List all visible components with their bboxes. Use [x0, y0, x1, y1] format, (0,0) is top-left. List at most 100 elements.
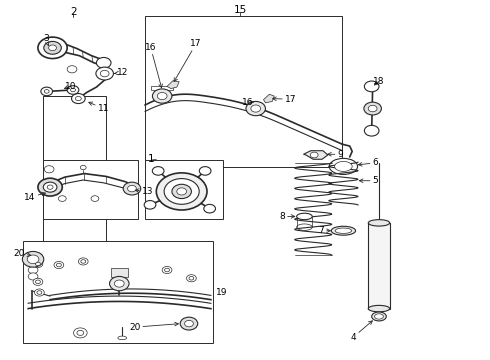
Circle shape — [27, 255, 39, 264]
Circle shape — [156, 173, 207, 210]
Text: 20: 20 — [13, 249, 31, 258]
Circle shape — [187, 275, 196, 282]
Polygon shape — [264, 94, 274, 103]
Circle shape — [172, 184, 192, 199]
Text: 6: 6 — [358, 158, 378, 167]
Circle shape — [364, 102, 381, 115]
Circle shape — [38, 37, 67, 59]
Text: 4: 4 — [350, 321, 372, 342]
Polygon shape — [167, 81, 179, 89]
Circle shape — [47, 185, 53, 189]
Circle shape — [71, 88, 75, 92]
Text: 16: 16 — [145, 42, 162, 88]
Ellipse shape — [118, 336, 126, 340]
Circle shape — [368, 105, 377, 112]
Circle shape — [54, 261, 64, 269]
Ellipse shape — [329, 158, 358, 175]
Text: 20: 20 — [129, 322, 178, 332]
Circle shape — [37, 291, 42, 294]
Bar — [368, 223, 390, 309]
Circle shape — [180, 317, 198, 330]
Circle shape — [35, 262, 40, 266]
Circle shape — [28, 273, 38, 280]
Circle shape — [204, 204, 216, 213]
Circle shape — [165, 268, 170, 272]
Text: 5: 5 — [359, 176, 378, 185]
Circle shape — [185, 320, 194, 327]
Text: 15: 15 — [234, 5, 247, 15]
Circle shape — [75, 96, 81, 101]
Circle shape — [91, 196, 99, 202]
Circle shape — [246, 102, 266, 116]
Text: 13: 13 — [135, 187, 153, 196]
Ellipse shape — [368, 220, 390, 226]
Ellipse shape — [374, 314, 383, 319]
Circle shape — [365, 81, 379, 92]
Ellipse shape — [331, 226, 356, 235]
Text: 9: 9 — [328, 150, 343, 159]
Ellipse shape — [368, 305, 390, 312]
Bar — [145, 16, 343, 167]
Polygon shape — [303, 151, 328, 159]
Ellipse shape — [296, 213, 312, 220]
Circle shape — [72, 94, 85, 104]
Circle shape — [43, 182, 57, 192]
Ellipse shape — [296, 224, 312, 230]
Circle shape — [144, 201, 156, 209]
Text: 7: 7 — [318, 226, 330, 235]
Circle shape — [34, 289, 44, 296]
Text: 8: 8 — [279, 212, 295, 221]
Circle shape — [115, 280, 124, 287]
Text: 12: 12 — [115, 68, 129, 77]
Text: 10: 10 — [65, 82, 76, 91]
Circle shape — [33, 278, 43, 285]
Bar — [43, 96, 106, 275]
Circle shape — [162, 266, 172, 274]
Circle shape — [56, 263, 61, 267]
Text: 2: 2 — [70, 7, 77, 17]
Circle shape — [28, 266, 38, 274]
Circle shape — [189, 276, 194, 280]
Circle shape — [77, 330, 84, 336]
Text: 19: 19 — [216, 288, 227, 297]
Circle shape — [251, 105, 261, 112]
Circle shape — [44, 166, 54, 173]
Text: 14: 14 — [24, 192, 46, 202]
Circle shape — [80, 165, 86, 170]
Circle shape — [33, 260, 43, 267]
Ellipse shape — [372, 312, 386, 321]
Circle shape — [41, 87, 52, 96]
Circle shape — [152, 167, 164, 175]
Circle shape — [123, 182, 141, 195]
Circle shape — [177, 188, 187, 195]
Bar — [151, 86, 173, 90]
Circle shape — [67, 66, 77, 73]
Bar — [145, 160, 223, 219]
Circle shape — [58, 196, 66, 202]
Ellipse shape — [335, 228, 352, 233]
Circle shape — [44, 90, 49, 93]
Text: 11: 11 — [89, 102, 109, 113]
Circle shape — [310, 152, 318, 158]
Circle shape — [96, 67, 114, 80]
Text: 17: 17 — [272, 95, 296, 104]
Circle shape — [38, 178, 62, 196]
Text: 16: 16 — [242, 98, 254, 107]
Circle shape — [23, 251, 44, 267]
Circle shape — [110, 276, 129, 291]
Circle shape — [199, 167, 211, 175]
Text: 17: 17 — [174, 39, 202, 82]
Text: 18: 18 — [373, 77, 384, 86]
Circle shape — [78, 258, 88, 265]
Circle shape — [100, 70, 109, 77]
Text: 3: 3 — [43, 34, 49, 46]
Circle shape — [365, 125, 379, 136]
Circle shape — [157, 93, 167, 100]
Circle shape — [35, 280, 40, 284]
Circle shape — [164, 179, 199, 204]
Circle shape — [49, 45, 56, 51]
Circle shape — [152, 89, 172, 103]
Circle shape — [44, 41, 61, 54]
Bar — [24, 241, 213, 342]
Ellipse shape — [335, 161, 352, 171]
